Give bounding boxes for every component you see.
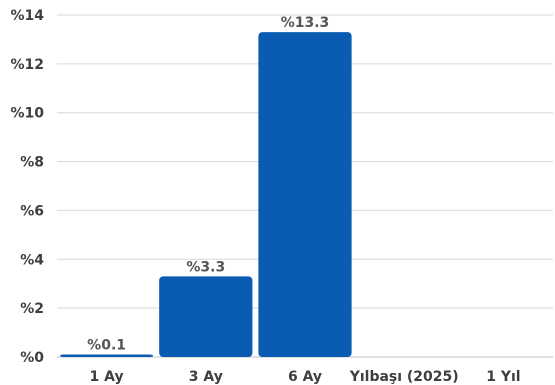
data-label: %0.1 bbox=[87, 338, 126, 354]
y-tick-label: %8 bbox=[20, 155, 44, 171]
data-label: %13.3 bbox=[281, 15, 330, 31]
x-tick-label: 6 Ay bbox=[288, 369, 322, 385]
y-tick-label: %12 bbox=[10, 57, 44, 73]
y-tick-label: %2 bbox=[20, 301, 44, 317]
bars bbox=[59, 32, 352, 357]
data-label: %3.3 bbox=[186, 259, 225, 275]
x-axis-ticks: 1 Ay 3 Ay 6 Ay Yılbaşı (2025) 1 Yıl bbox=[90, 369, 521, 385]
bar bbox=[59, 354, 154, 357]
y-tick-label: %6 bbox=[20, 203, 44, 219]
x-tick-label: 1 Yıl bbox=[486, 369, 520, 385]
y-tick-label: %14 bbox=[10, 8, 44, 24]
data-labels: %0.1 %3.3 %13.3 bbox=[87, 15, 329, 353]
bar bbox=[159, 276, 253, 357]
y-tick-label: %0 bbox=[20, 350, 44, 366]
bar bbox=[258, 32, 352, 357]
y-tick-label: %10 bbox=[10, 106, 44, 122]
y-axis-ticks: %0 %2 %4 %6 %8 %10 %12 %14 bbox=[10, 8, 44, 366]
x-tick-label: 1 Ay bbox=[90, 369, 124, 385]
x-tick-label: Yılbaşı (2025) bbox=[349, 369, 459, 385]
x-tick-label: 3 Ay bbox=[189, 369, 223, 385]
y-tick-label: %4 bbox=[20, 252, 44, 268]
